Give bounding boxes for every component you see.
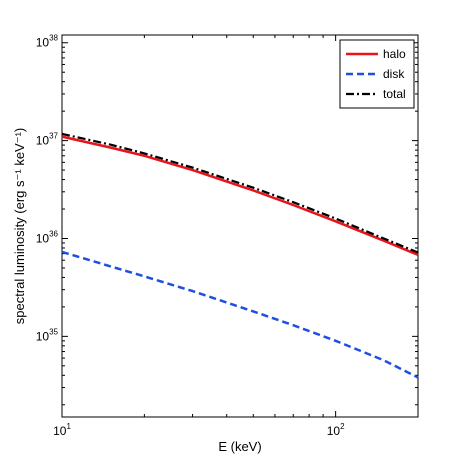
legend: halo disk total (339, 39, 415, 109)
x-tick-label: 102 (327, 422, 345, 438)
y-tick-label: 1036 (36, 229, 59, 245)
series-line-halo (61, 135, 419, 257)
series-line-total (61, 132, 419, 254)
tick-labels: 101 102 1035 1036 1037 1038 (36, 34, 345, 438)
series-line-disk (61, 250, 419, 379)
y-tick-label: 1038 (36, 34, 59, 50)
legend-label-disk: disk (383, 67, 405, 81)
minor-ticks (61, 35, 419, 417)
y-axis-label: spectral luminosity (erg s⁻¹ keV⁻¹) (12, 128, 27, 325)
legend-label-total: total (383, 87, 406, 101)
y-tick-label: 1037 (36, 132, 59, 148)
series-layer (61, 132, 419, 379)
legend-label-halo: halo (383, 47, 406, 61)
y-tick-label: 1035 (36, 327, 59, 343)
x-axis-label: E (keV) (218, 439, 261, 454)
x-tick-label: 101 (53, 422, 71, 438)
plot-frame (61, 34, 419, 418)
